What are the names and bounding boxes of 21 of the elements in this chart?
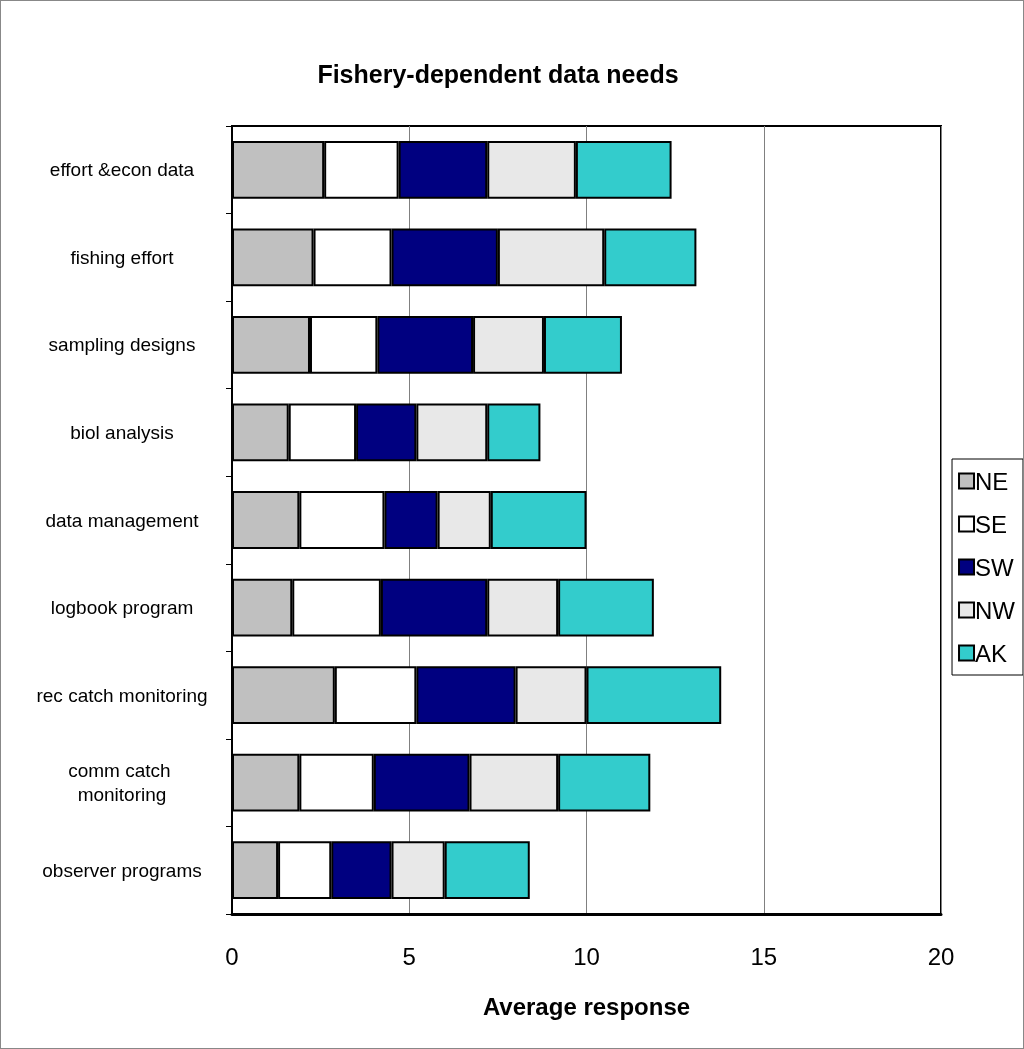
y-tick-label: sampling designs [48,334,196,356]
legend-label: SE [975,510,1008,538]
y-tick-label: comm catch monitoring [68,760,176,806]
x-tick-label: 5 [402,942,416,970]
legend-label: SW [975,553,1015,581]
y-tick-label: fishing effort [70,246,175,268]
legend-label: AK [975,639,1008,667]
y-tick-label: logbook program [50,597,194,619]
y-tick-label: data management [45,509,200,531]
legend-label: NW [975,596,1016,624]
x-tick-label: 10 [573,942,600,970]
y-tick-label: effort &econ data [49,159,195,181]
x-tick-label: 15 [750,942,778,970]
x-axis-title: Average response [482,992,691,1020]
y-tick-label: rec catch monitoring [36,684,208,706]
legend-label: NE [975,467,1009,495]
x-tick-label: 20 [927,942,955,970]
y-tick-label: observer programs [42,859,202,881]
x-tick-label: 0 [225,942,239,970]
chart-title: Fishery-dependent data needs [317,59,679,88]
y-tick-label: biol analysis [70,421,174,443]
